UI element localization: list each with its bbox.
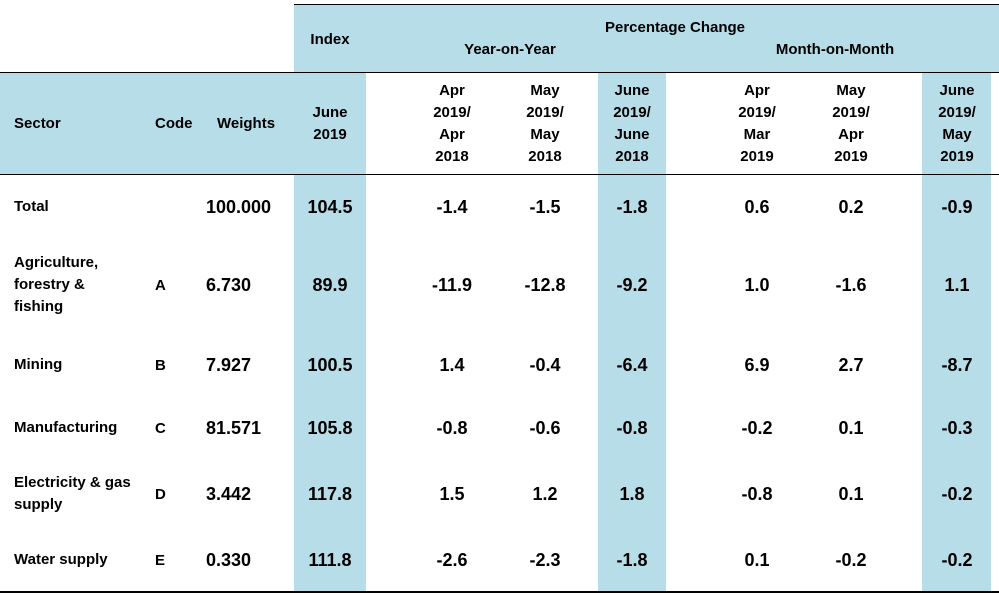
mom-value: 0.1 [838,417,864,438]
yoy-value: 1.4 [439,354,465,375]
mom-value: -0.2 [941,483,973,504]
header-bottom-rule [0,174,999,175]
index-column-band [294,175,366,592]
yoy-column-header: Apr 2019/ Apr 2018 [433,82,471,165]
mom-value: -0.9 [941,196,973,217]
yoy-value: -1.8 [616,549,648,570]
yoy-value: 1.5 [439,483,465,504]
sector-code: C [155,419,166,437]
percentage-change-header: Percentage Change [604,19,746,36]
sector-name: Manufacturing [14,419,118,436]
yoy-value: -0.6 [529,417,561,438]
mom-value: -0.2 [941,549,973,570]
index-value: 105.8 [307,417,353,438]
yoy-value: 1.8 [619,483,645,504]
header-gap-yoy [366,73,598,175]
mom-value: 1.0 [744,274,770,295]
table-bottom-rule [0,591,999,593]
header-band-left [0,73,294,175]
mom-value: 6.9 [744,354,770,375]
yoy-column-header: May 2019/ May 2018 [526,82,564,165]
mom-value: 0.6 [744,196,770,217]
mom-column-header: Apr 2019/ Mar 2019 [738,82,776,165]
yoy-value: -1.8 [616,196,648,217]
sector-name: Mining [14,356,63,373]
sector-code: E [155,551,166,569]
yoy-value: -1.5 [529,196,561,217]
sector-weight: 6.730 [206,274,252,295]
index-value: 111.8 [308,549,352,570]
mom-value: -8.7 [941,354,973,375]
yoy-value: -1.4 [436,196,468,217]
sector-header: Sector [14,115,61,132]
sector-code: A [155,276,166,294]
index-value: 89.9 [312,274,348,295]
top-rule [294,4,999,5]
code-header: Code [155,115,193,132]
header-gap-mom [666,73,922,175]
header-right-gap [991,73,999,175]
mom-value: -0.3 [941,417,973,438]
sector-weight: 0.330 [206,549,252,570]
mom-value: 1.1 [944,274,970,295]
sector-code [155,172,195,242]
yoy-value: -9.2 [616,274,648,295]
month-on-month-header: Month-on-Month [775,41,895,58]
sector-name: Water supply [14,551,108,568]
mom-value: 0.1 [838,483,864,504]
sector-name: Total [14,198,49,215]
yoy-value: -12.8 [524,274,566,295]
index-value: 117.8 [307,483,353,504]
sector-weight: 7.927 [206,354,252,375]
yoy-value: -6.4 [616,354,648,375]
weights-header: Weights [217,115,276,132]
mom-value: -1.6 [835,274,867,295]
yoy-june-column-band [598,73,666,592]
mom-value: -0.8 [741,483,773,504]
mom-column-header: May 2019/ Apr 2019 [832,82,870,165]
yoy-value: -2.3 [529,549,561,570]
index-value: 104.5 [307,196,353,217]
sector-name: Agriculture, forestry & fishing [14,254,99,315]
mom-value: 0.2 [838,196,864,217]
mom-value: 2.7 [838,354,864,375]
index-period-header: June 2019 [312,104,348,143]
sector-code: B [155,356,166,374]
year-on-year-header: Year-on-Year [464,41,556,58]
yoy-column-header: June 2019/ June 2018 [613,82,651,165]
mom-value: 0.1 [744,549,770,570]
yoy-value: -0.4 [529,354,561,375]
mom-column-header: June 2019/ May 2019 [938,82,976,165]
yoy-value: -0.8 [616,417,648,438]
yoy-value: 1.2 [532,483,558,504]
sector-name: Electricity & gas supply [14,474,131,513]
sector-weight: 100.000 [206,196,272,217]
mom-june-column-band [922,73,991,592]
mom-value: -0.2 [835,549,867,570]
yoy-value: -2.6 [436,549,468,570]
mom-value: -0.2 [741,417,773,438]
sector-weight: 3.442 [206,483,252,504]
yoy-value: -0.8 [436,417,468,438]
sector-code: D [155,485,166,503]
index-value: 100.5 [307,354,353,375]
index-header: Index [310,31,350,48]
yoy-value: -11.9 [431,274,473,295]
sector-weight: 81.571 [206,417,262,438]
header-divider-rule [0,72,999,73]
